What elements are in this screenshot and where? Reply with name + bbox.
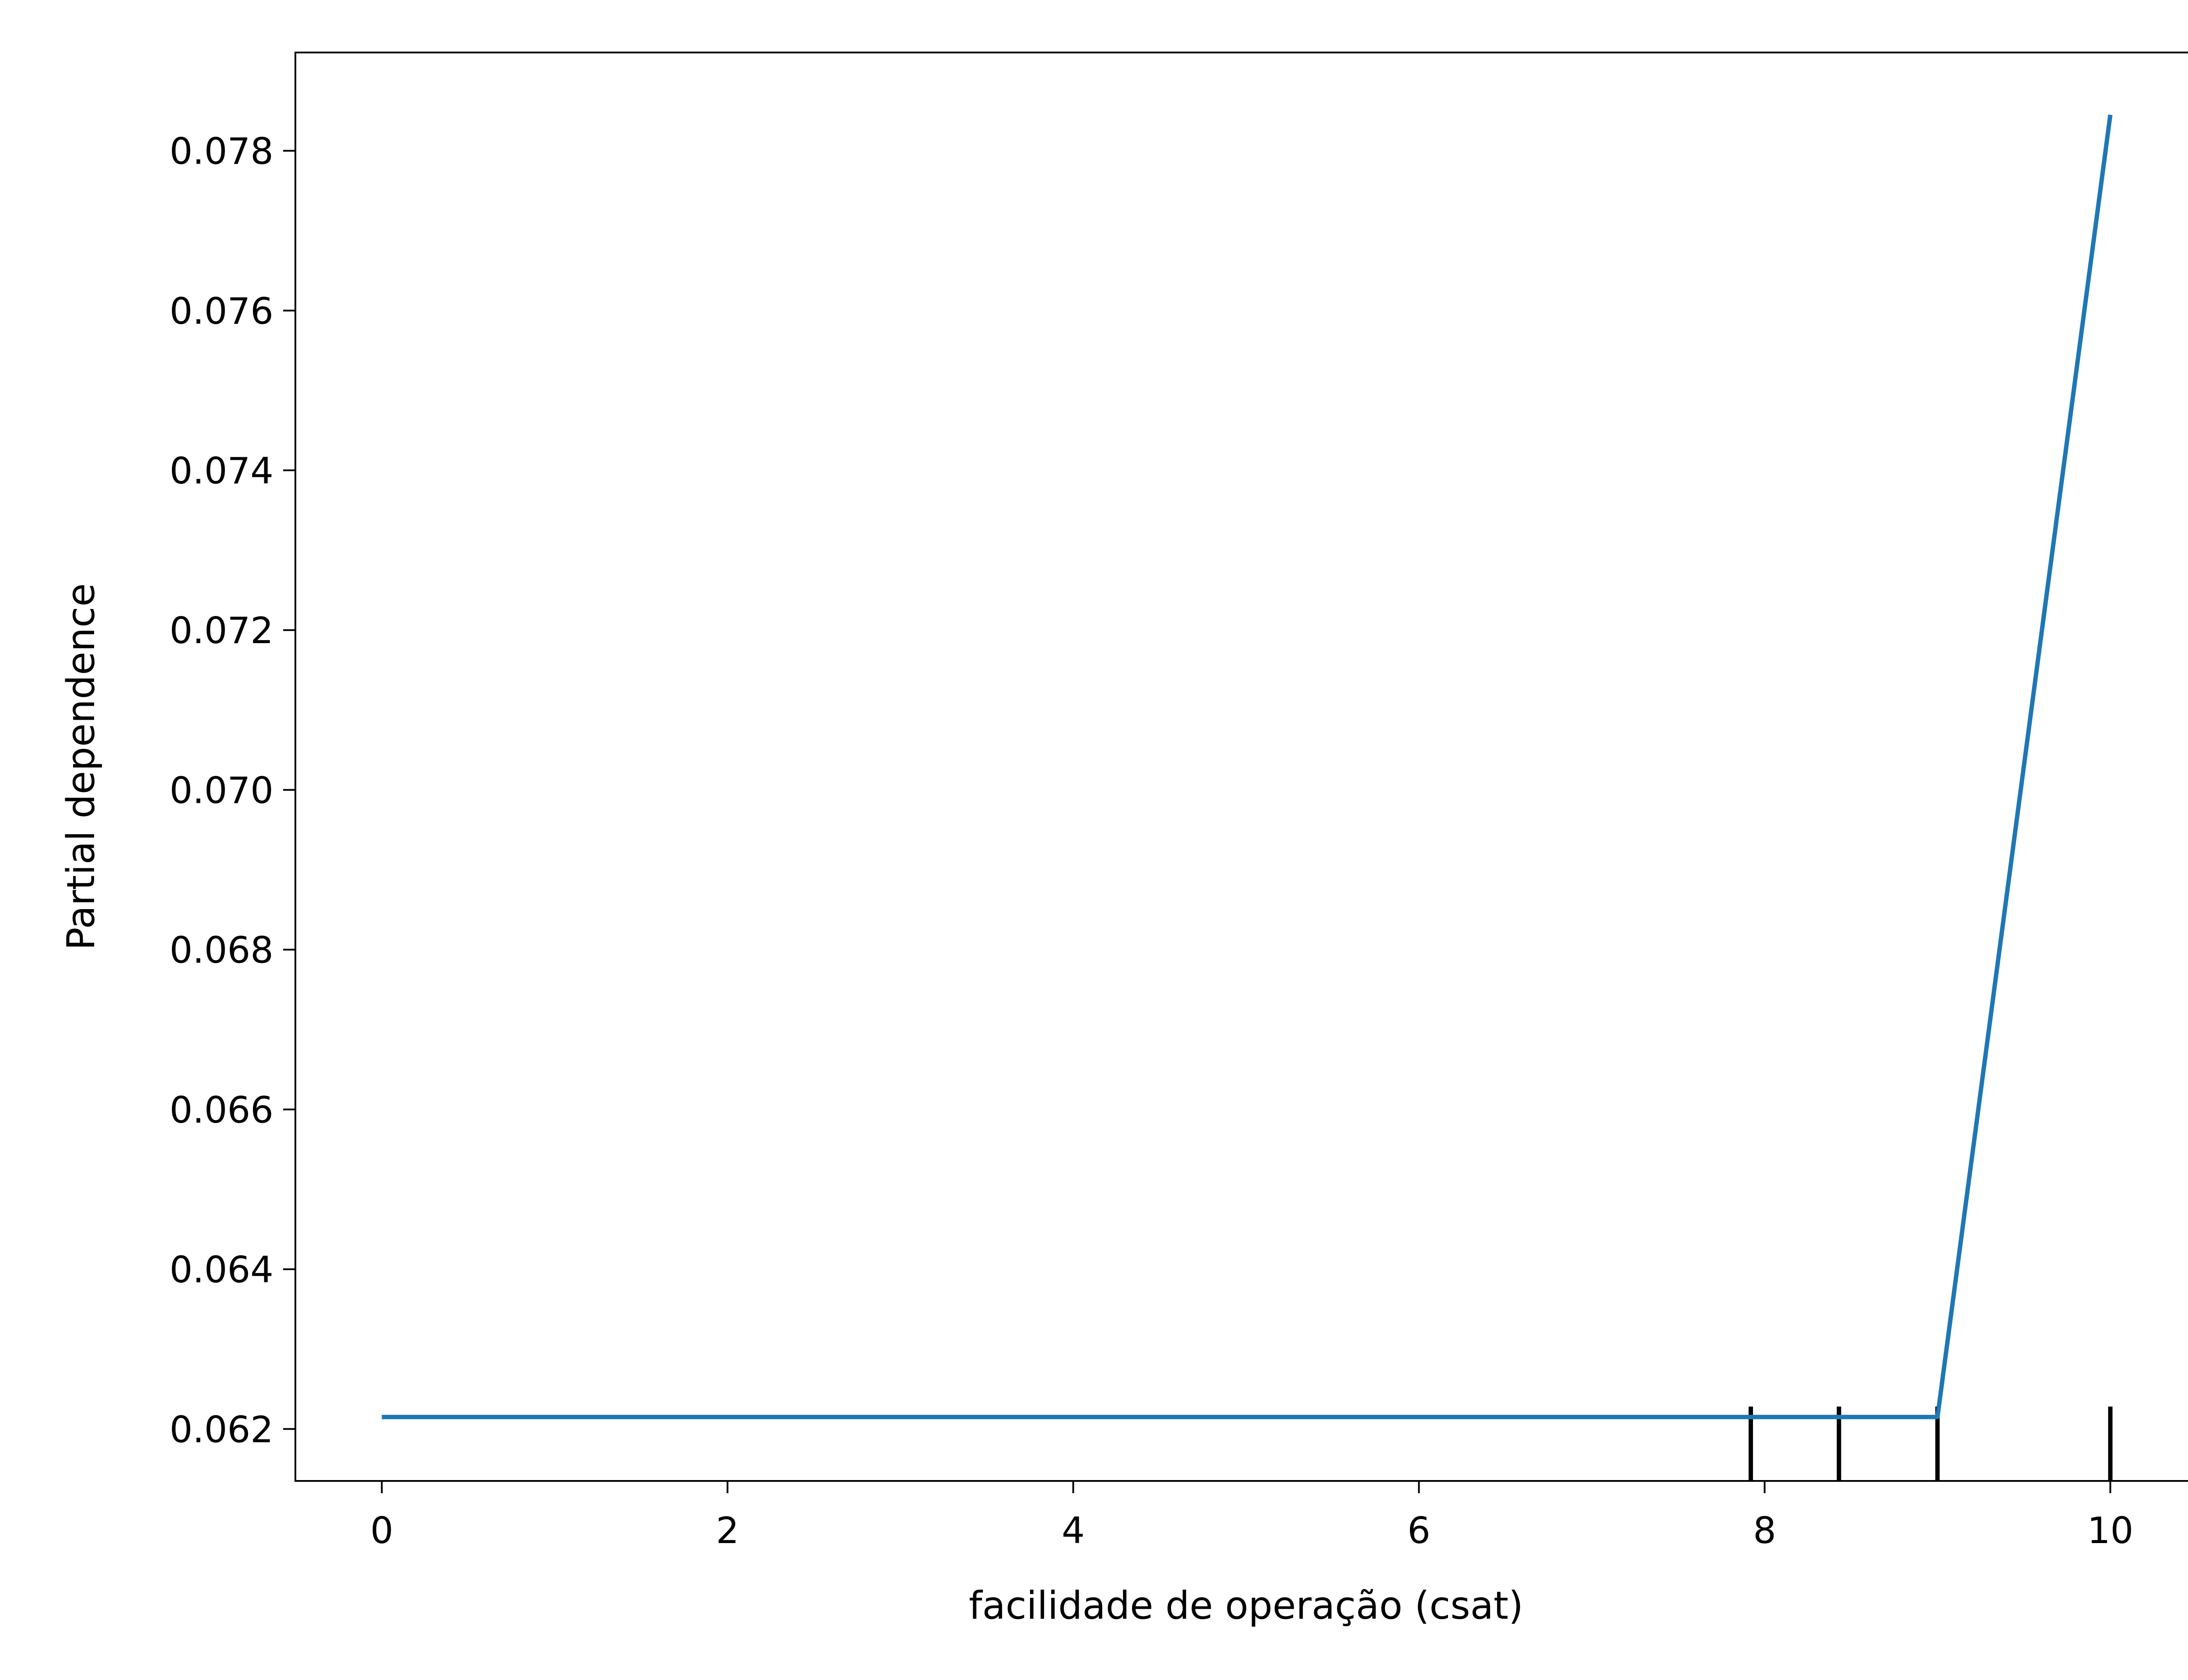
x-tick-label-2: 4 xyxy=(1062,1509,1085,1552)
x-axis-label: facilidade de operação (csat) xyxy=(969,1583,1523,1628)
y-axis-label: Partial dependence xyxy=(59,583,103,950)
plot-frame xyxy=(295,52,2188,1482)
y-tick-label-3: 0.068 xyxy=(169,929,274,972)
x-tick-label-5: 10 xyxy=(2087,1509,2134,1552)
y-tick-label-5: 0.072 xyxy=(169,609,274,652)
y-tick-label-6: 0.074 xyxy=(169,450,274,492)
x-axis-ticks: 0 2 4 6 8 10 xyxy=(370,1481,2133,1552)
series-line-0 xyxy=(382,114,2113,1419)
series-lines xyxy=(382,114,2113,1419)
x-tick-label-0: 0 xyxy=(370,1509,393,1552)
y-tick-label-1: 0.064 xyxy=(169,1249,274,1291)
y-tick-label-7: 0.076 xyxy=(169,290,274,332)
y-axis-ticks: 0.062 0.064 0.066 0.068 0.070 0.072 0.074 0.076… xyxy=(169,130,295,1451)
y-tick-label-0: 0.062 xyxy=(169,1408,274,1451)
y-tick-label-8: 0.078 xyxy=(169,130,274,173)
y-tick-label-2: 0.066 xyxy=(169,1089,274,1131)
x-tick-label-1: 2 xyxy=(716,1509,739,1552)
plot-area xyxy=(295,52,2188,1482)
x-tick-label-3: 6 xyxy=(1407,1509,1431,1552)
x-tick-label-4: 8 xyxy=(1753,1509,1776,1552)
y-tick-label-4: 0.070 xyxy=(169,769,274,812)
